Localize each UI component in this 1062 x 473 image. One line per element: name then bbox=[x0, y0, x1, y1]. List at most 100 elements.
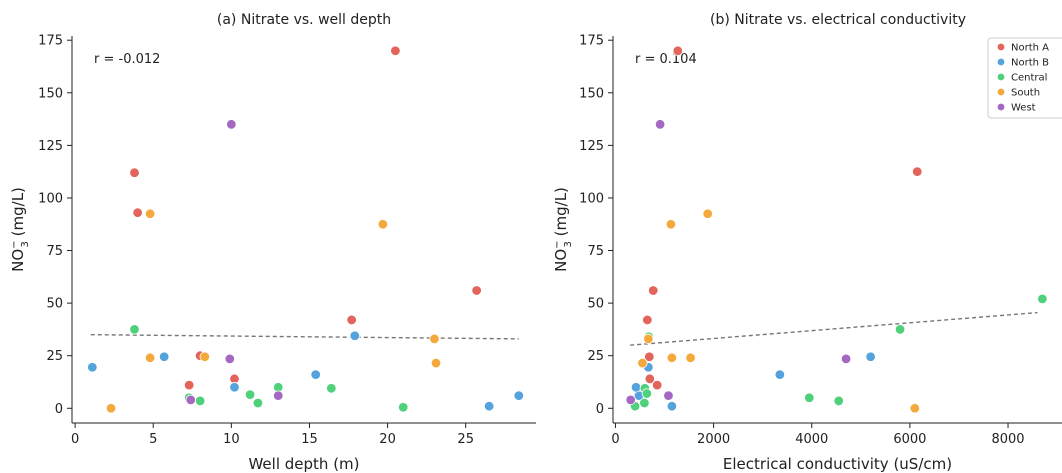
panel-b-point-west bbox=[840, 353, 852, 365]
panel-b-y-tick-label: 0 bbox=[596, 402, 604, 417]
panel-b-point-central bbox=[894, 324, 906, 335]
panel-b-point-north-b bbox=[774, 369, 786, 380]
panel-a-x-tick-label: 0 bbox=[71, 432, 79, 447]
panel-b-y-axis-label-main: NO bbox=[552, 249, 570, 272]
panel-a-y-tick-label: 50 bbox=[46, 297, 63, 312]
panel-a-y-axis-label-superscript: − bbox=[9, 240, 20, 248]
panel-b-point-south bbox=[702, 208, 713, 219]
panel-a-point-north-a bbox=[346, 314, 357, 326]
panel-b-x-tick-label: 6000 bbox=[893, 432, 926, 447]
panel-a-point-north-b bbox=[87, 362, 98, 373]
panel-a-point-north-b bbox=[158, 351, 170, 362]
panel-a-x-tick-label: 25 bbox=[457, 432, 474, 447]
panel-a-point-north-b bbox=[229, 382, 240, 393]
panel-a-y-tick-label: 100 bbox=[38, 191, 63, 206]
panel-b-legend: North A North B Central South West bbox=[987, 37, 1062, 119]
panel-a-point-central bbox=[398, 402, 409, 413]
panel-a-x-tick-label: 10 bbox=[223, 432, 240, 447]
panel-a-point-central bbox=[244, 389, 256, 400]
panel-a-point-central bbox=[326, 383, 337, 394]
panel-b-y-tick-label: 25 bbox=[587, 349, 604, 364]
panel-a-y-axis-label-main: NO bbox=[9, 249, 27, 272]
panel-a-y-tick-label: 0 bbox=[55, 402, 63, 417]
panel-b-y-axis-label-unit: (mg/L) bbox=[552, 187, 570, 241]
panel-b-point-north-a bbox=[651, 379, 663, 391]
panel-a-x-tick-label: 5 bbox=[149, 432, 157, 447]
panel-a-y-tick-label: 125 bbox=[38, 139, 63, 154]
panel-b-point-north-b bbox=[865, 351, 876, 362]
panel-a-point-north-a bbox=[471, 285, 482, 296]
panel-a-trend-line bbox=[90, 333, 519, 340]
legend-marker-south bbox=[997, 88, 1005, 96]
legend-label-west: West bbox=[1011, 103, 1036, 114]
panel-b-x-tick-label: 8000 bbox=[991, 432, 1024, 447]
panel-a-point-south bbox=[144, 352, 156, 363]
panel-a-point-west bbox=[273, 390, 284, 401]
panel-a-y-axis-label: NO−3 (mg/L) bbox=[9, 187, 31, 272]
panel-a-y-tick-label: 75 bbox=[46, 244, 63, 259]
panel-b-y-tick-label: 125 bbox=[579, 139, 604, 154]
legend-label-central: Central bbox=[1011, 73, 1047, 84]
panel-a-y-tick-label: 175 bbox=[38, 34, 63, 49]
panel-b-point-north-a bbox=[912, 166, 923, 177]
panel-a-point-central bbox=[252, 397, 264, 409]
panel-b-point-south bbox=[643, 333, 654, 345]
panel-b-point-south bbox=[909, 403, 920, 414]
panel-b-point-north-a bbox=[644, 373, 656, 385]
panel-a-point-north-b bbox=[513, 390, 525, 401]
panel-a-point-west bbox=[185, 394, 196, 406]
panel-a-point-south bbox=[429, 333, 440, 345]
panel-b-point-central bbox=[641, 388, 653, 399]
panel-a-point-south bbox=[199, 351, 210, 362]
panel-b-y-tick-label: 75 bbox=[587, 244, 604, 259]
panel-b-point-south bbox=[666, 352, 678, 363]
panel-a-point-west bbox=[226, 119, 237, 130]
panel-b-x-tick-label: 2000 bbox=[697, 432, 730, 447]
panel-a-x-axis-label: Well depth (m) bbox=[248, 455, 359, 473]
panel-b-point-north-b bbox=[666, 400, 678, 412]
legend-marker-north-a bbox=[997, 43, 1005, 51]
panel-b-point-north-a bbox=[672, 45, 683, 56]
panel-b-y-tick-label: 175 bbox=[579, 34, 604, 49]
panel-a-title: (a) Nitrate vs. well depth bbox=[217, 12, 391, 28]
legend-label-north-a: North A bbox=[1011, 43, 1049, 54]
panel-b-legend-box bbox=[987, 37, 1062, 119]
panel-b-point-central bbox=[639, 397, 650, 409]
panel-b-point-central bbox=[804, 392, 815, 403]
panel-b-y-axis-label-superscript: − bbox=[552, 240, 563, 248]
panel-a-point-central bbox=[129, 324, 140, 335]
panel-b-x-tick-label: 4000 bbox=[795, 432, 828, 447]
panel-b-correlation-label: r = 0.104 bbox=[635, 52, 697, 67]
panel-b-y-tick-label: 150 bbox=[579, 86, 604, 101]
panel-b-y-axis-label: NO−3 (mg/L) bbox=[552, 187, 574, 272]
panel-b-trend-line bbox=[630, 311, 1038, 346]
panel-b-point-north-a bbox=[644, 351, 655, 362]
panel-b-point-west bbox=[625, 394, 636, 406]
panel-a-point-north-a bbox=[129, 167, 140, 178]
panel-b-point-west bbox=[663, 390, 674, 401]
panel-a-point-west bbox=[224, 353, 235, 365]
legend-marker-north-b bbox=[997, 58, 1005, 66]
panel-b-point-north-a bbox=[642, 314, 653, 326]
panel-b-point-north-a bbox=[648, 285, 659, 296]
panel-b-x-axis-label: Electrical conductivity (uS/cm) bbox=[723, 455, 952, 473]
legend-label-south: South bbox=[1011, 88, 1040, 99]
legend-label-north-b: North B bbox=[1011, 58, 1049, 69]
panel-a-point-north-a bbox=[132, 207, 143, 218]
panel-b-point-south bbox=[665, 219, 677, 230]
panel-a-correlation-label: r = -0.012 bbox=[94, 52, 160, 67]
panel-b-y-tick-label: 50 bbox=[587, 297, 604, 312]
legend-marker-central bbox=[997, 73, 1005, 81]
legend-marker-west bbox=[997, 103, 1005, 111]
panel-b-title: (b) Nitrate vs. electrical conductivity bbox=[710, 12, 966, 28]
panel-a-y-axis-label-subscript: 3 bbox=[20, 241, 31, 247]
panel-b-point-central bbox=[833, 395, 844, 407]
panel-a-point-central bbox=[194, 395, 206, 407]
panel-b: (b) Nitrate vs. electrical conductivity 0… bbox=[552, 12, 1062, 473]
panel-b-x-tick-label: 0 bbox=[611, 432, 619, 447]
panel-a-point-north-b bbox=[310, 369, 321, 380]
panel-a-point-south bbox=[144, 208, 156, 219]
panel-a-point-north-b bbox=[349, 330, 360, 341]
panel-a-x-tick-label: 20 bbox=[379, 432, 396, 447]
panel-a-y-axis-label-unit: (mg/L) bbox=[9, 187, 27, 241]
